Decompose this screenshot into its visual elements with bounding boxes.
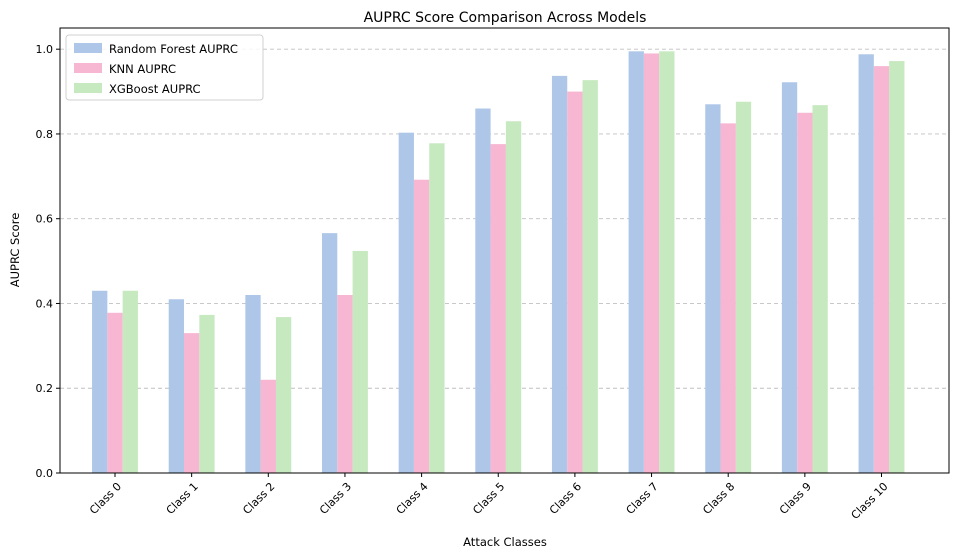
bar xyxy=(628,51,644,474)
legend-label: XGBoost AUPRC xyxy=(109,82,201,96)
bar xyxy=(199,314,215,473)
bar xyxy=(505,121,522,473)
x-tick-label: Class 5 xyxy=(470,480,507,517)
y-tick-label: 0.6 xyxy=(36,213,54,226)
bar xyxy=(797,112,813,473)
plot-frame xyxy=(59,27,950,474)
bar xyxy=(735,101,752,473)
y-tick-label: 1.0 xyxy=(36,43,54,56)
bar xyxy=(184,333,200,473)
bar xyxy=(122,290,138,473)
bar xyxy=(429,143,445,473)
bar xyxy=(551,75,568,473)
legend-box xyxy=(65,34,264,101)
bar xyxy=(720,123,736,473)
bar xyxy=(858,54,874,474)
x-tick-label: Class 1 xyxy=(164,480,201,517)
y-axis-label: AUPRC Score xyxy=(8,213,22,288)
bar xyxy=(659,51,675,474)
bar xyxy=(413,179,430,473)
bar xyxy=(245,295,261,473)
bar xyxy=(352,250,368,473)
bar xyxy=(92,290,108,473)
y-axis-ticks: 0.0 0.2 0.4 0.6 0.8 1.0 xyxy=(36,43,60,480)
bar xyxy=(582,80,598,473)
bars xyxy=(92,51,905,474)
bar xyxy=(490,144,506,473)
bar xyxy=(781,82,798,473)
y-tick-label: 0.0 xyxy=(36,467,54,480)
legend-swatch xyxy=(74,43,102,53)
bar xyxy=(643,53,660,474)
x-tick-label: Class 9 xyxy=(777,480,814,517)
bar xyxy=(107,312,123,473)
y-tick-label: 0.4 xyxy=(36,297,54,310)
x-tick-label: Class 0 xyxy=(87,480,124,517)
x-tick-label: Class 6 xyxy=(547,480,584,517)
y-tick-label: 0.8 xyxy=(36,128,54,141)
x-axis-label: Attack Classes xyxy=(463,535,547,549)
bar xyxy=(873,66,890,474)
bar xyxy=(322,233,338,473)
x-axis-ticks: Class 0 Class 1 Class 2 Class 3 Class 4 Class… xyxy=(87,473,891,522)
chart-title: AUPRC Score Comparison Across Models xyxy=(364,10,647,26)
legend: Random Forest AUPRC KNN AUPRC XGBoost AUPR… xyxy=(65,34,264,101)
bar xyxy=(475,108,491,474)
bar xyxy=(812,105,828,473)
bar xyxy=(705,104,721,474)
legend-swatch xyxy=(74,83,102,93)
bar xyxy=(337,295,353,473)
legend-label: Random Forest AUPRC xyxy=(109,42,238,56)
legend-swatch xyxy=(74,63,102,73)
bar xyxy=(275,317,292,473)
bar xyxy=(398,132,414,473)
x-tick-label: Class 4 xyxy=(394,480,431,517)
x-tick-label: Class 7 xyxy=(624,480,661,517)
x-tick-label: Class 10 xyxy=(849,480,891,522)
legend-label: KNN AUPRC xyxy=(109,62,176,76)
x-tick-label: Class 2 xyxy=(240,480,277,517)
x-tick-label: Class 3 xyxy=(317,480,354,517)
bar xyxy=(889,61,905,474)
bar xyxy=(567,91,583,474)
y-tick-label: 0.2 xyxy=(36,382,54,395)
bar xyxy=(168,299,184,473)
x-tick-label: Class 8 xyxy=(700,480,737,517)
bar xyxy=(260,379,276,473)
